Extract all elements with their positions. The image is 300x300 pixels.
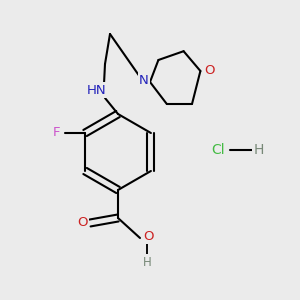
Text: O: O [77,217,87,230]
Text: Cl: Cl [211,143,225,157]
Text: O: O [204,64,215,77]
Text: N: N [139,74,149,86]
Text: F: F [52,127,60,140]
Text: H: H [254,143,264,157]
Text: H: H [142,256,152,268]
Text: HN: HN [87,83,107,97]
Text: O: O [143,230,153,242]
